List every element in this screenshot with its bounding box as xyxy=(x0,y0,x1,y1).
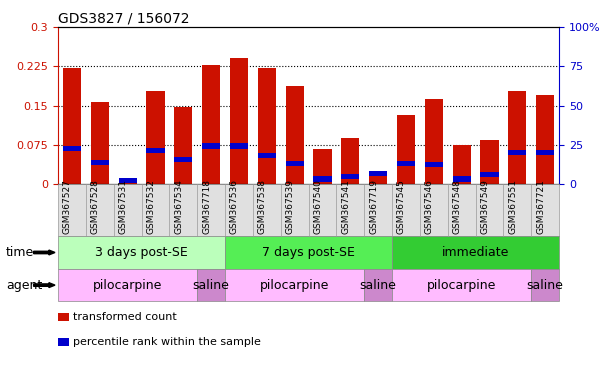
Text: GSM367551: GSM367551 xyxy=(508,179,518,234)
Bar xyxy=(258,153,276,158)
Bar xyxy=(63,68,81,184)
Text: immediate: immediate xyxy=(442,246,509,259)
Bar xyxy=(119,183,137,184)
Bar xyxy=(313,177,332,182)
Bar xyxy=(480,140,499,184)
Text: time: time xyxy=(6,246,34,259)
Bar xyxy=(425,162,443,167)
Bar xyxy=(342,138,359,184)
Text: GSM367539: GSM367539 xyxy=(285,179,295,234)
Bar xyxy=(174,107,192,184)
Bar xyxy=(230,143,248,149)
Bar xyxy=(369,171,387,177)
Bar xyxy=(480,172,499,177)
Bar xyxy=(453,177,470,182)
Text: GSM367545: GSM367545 xyxy=(397,179,406,234)
Bar xyxy=(202,65,220,184)
Text: GSM367718: GSM367718 xyxy=(202,179,211,234)
Text: agent: agent xyxy=(6,279,42,291)
Bar xyxy=(91,160,109,165)
Bar xyxy=(425,99,443,184)
Text: GSM367532: GSM367532 xyxy=(147,179,155,234)
Text: saline: saline xyxy=(360,279,397,291)
Bar xyxy=(508,150,526,156)
Bar xyxy=(536,95,554,184)
Text: GSM367536: GSM367536 xyxy=(230,179,239,234)
Text: GSM367548: GSM367548 xyxy=(453,179,462,234)
Bar xyxy=(91,102,109,184)
Bar xyxy=(147,91,164,184)
Bar xyxy=(342,174,359,179)
Bar xyxy=(453,145,470,184)
Bar xyxy=(230,58,248,184)
Text: saline: saline xyxy=(527,279,563,291)
Bar xyxy=(119,178,137,183)
Bar xyxy=(258,68,276,184)
Bar xyxy=(536,150,554,156)
Text: GSM367719: GSM367719 xyxy=(369,179,378,234)
Text: pilocarpine: pilocarpine xyxy=(260,279,329,291)
Bar xyxy=(174,157,192,162)
Bar xyxy=(285,161,304,166)
Text: GSM367541: GSM367541 xyxy=(342,179,350,234)
Bar xyxy=(63,146,81,151)
Text: GSM367527: GSM367527 xyxy=(63,179,72,234)
Bar xyxy=(397,161,415,166)
Text: 3 days post-SE: 3 days post-SE xyxy=(95,246,188,259)
Text: GSM367721: GSM367721 xyxy=(536,179,545,234)
Text: GSM367538: GSM367538 xyxy=(258,179,267,234)
Bar xyxy=(202,143,220,149)
Text: saline: saline xyxy=(192,279,230,291)
Text: GSM367531: GSM367531 xyxy=(119,179,128,234)
Text: pilocarpine: pilocarpine xyxy=(93,279,163,291)
Text: GDS3827 / 156072: GDS3827 / 156072 xyxy=(58,12,189,25)
Bar xyxy=(285,86,304,184)
Text: percentile rank within the sample: percentile rank within the sample xyxy=(73,337,261,347)
Bar xyxy=(397,115,415,184)
Bar xyxy=(508,91,526,184)
Text: GSM367540: GSM367540 xyxy=(313,179,323,234)
Text: pilocarpine: pilocarpine xyxy=(427,279,496,291)
Text: transformed count: transformed count xyxy=(73,312,177,322)
Text: GSM367549: GSM367549 xyxy=(480,179,489,234)
Bar xyxy=(313,149,332,184)
Text: GSM367534: GSM367534 xyxy=(174,179,183,234)
Bar xyxy=(369,173,387,184)
Text: GSM367528: GSM367528 xyxy=(91,179,100,234)
Bar xyxy=(147,147,164,153)
Text: GSM367546: GSM367546 xyxy=(425,179,434,234)
Text: 7 days post-SE: 7 days post-SE xyxy=(262,246,355,259)
